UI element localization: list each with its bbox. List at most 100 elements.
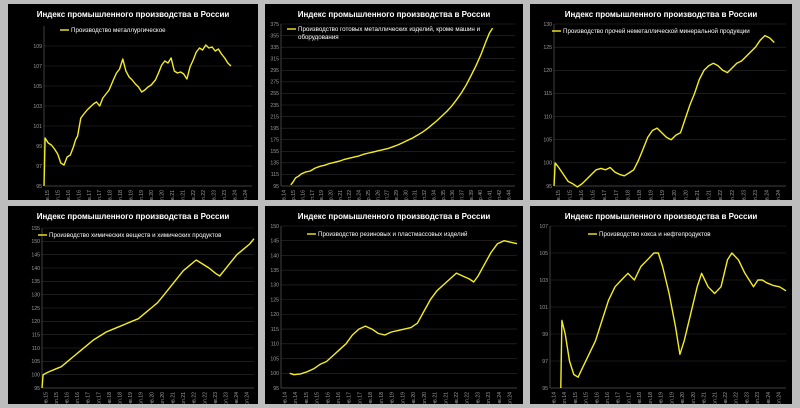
y-tick-label: 115 bbox=[32, 332, 40, 338]
x-tick-label: янв.20 bbox=[149, 392, 155, 404]
x-tick-label: июл.23 bbox=[486, 392, 492, 404]
x-tick-label: янв.14 bbox=[551, 392, 557, 404]
x-tick-label: июл.15 bbox=[584, 392, 590, 404]
legend-label: Производство кокса и нефтепродуктов bbox=[599, 231, 711, 238]
y-tick-label: 100 bbox=[543, 161, 552, 167]
x-tick-label: янв.21 bbox=[433, 392, 439, 404]
x-tick-label: июл.17 bbox=[614, 190, 620, 200]
x-tick-label: янв.15 bbox=[45, 190, 51, 200]
y-tick-label: 125 bbox=[31, 306, 40, 312]
x-tick-label: июл.15 bbox=[56, 190, 62, 200]
x-tick-label: июл.18 bbox=[648, 392, 654, 404]
chart-title: Индекс промышленного производства в Росс… bbox=[298, 212, 491, 221]
y-tick-label: 115 bbox=[271, 172, 279, 178]
x-tick-label: янв.29 bbox=[394, 190, 400, 200]
x-tick-label: апр.40 bbox=[478, 190, 484, 200]
x-tick-label: апр.25 bbox=[366, 190, 372, 200]
y-tick-label: 107 bbox=[539, 224, 548, 230]
y-tick-label: 150 bbox=[31, 239, 40, 245]
x-tick-label: янв.22 bbox=[191, 190, 197, 200]
x-tick-label: янв.16 bbox=[325, 392, 331, 404]
legend-label: Производство металлургическое bbox=[71, 27, 166, 34]
x-tick-label: июл.23 bbox=[222, 190, 228, 200]
y-tick-label: 355 bbox=[270, 33, 279, 39]
x-tick-label: июл.16 bbox=[300, 190, 306, 200]
x-tick-label: июл.18 bbox=[118, 392, 124, 404]
x-tick-label: янв.16 bbox=[65, 392, 71, 404]
x-tick-label: июл.18 bbox=[637, 190, 643, 200]
x-tick-label: янв.21 bbox=[702, 392, 708, 404]
chart-panel-metallurgy: Индекс промышленного производства в Росс… bbox=[8, 4, 258, 200]
x-tick-label: июл.17 bbox=[97, 190, 103, 200]
series-line bbox=[41, 238, 255, 389]
x-tick-label: окт.42 bbox=[497, 190, 503, 200]
x-tick-label: июл.17 bbox=[357, 392, 363, 404]
y-tick-label: 110 bbox=[271, 342, 279, 348]
x-tick-label: янв.22 bbox=[718, 190, 724, 200]
y-tick-label: 235 bbox=[270, 103, 279, 109]
y-tick-label: 275 bbox=[270, 80, 279, 86]
x-tick-label: янв.23 bbox=[212, 190, 218, 200]
y-tick-label: 255 bbox=[270, 91, 279, 97]
x-tick-label: янв.15 bbox=[43, 392, 49, 404]
y-tick-label: 105 bbox=[33, 84, 42, 90]
x-tick-label: янв.23 bbox=[213, 392, 219, 404]
x-tick-label: янв.21 bbox=[170, 190, 176, 200]
x-tick-label: июл.16 bbox=[605, 392, 611, 404]
x-tick-label: июл.16 bbox=[75, 392, 81, 404]
chart-panel-rubber-plastics: Индекс промышленного производства в Росс… bbox=[265, 206, 523, 404]
y-tick-label: 95 bbox=[542, 386, 548, 392]
legend-label: оборудования bbox=[298, 34, 339, 41]
y-tick-label: 110 bbox=[32, 346, 40, 352]
y-tick-label: 120 bbox=[543, 68, 552, 74]
x-tick-label: янв.17 bbox=[602, 190, 608, 200]
x-tick-label: окт.32 bbox=[422, 190, 428, 200]
y-tick-label: 105 bbox=[543, 138, 552, 144]
x-tick-label: апр.15 bbox=[291, 190, 297, 200]
y-tick-label: 145 bbox=[270, 239, 279, 245]
x-tick-label: окт.22 bbox=[347, 190, 353, 200]
x-tick-label: янв.17 bbox=[87, 190, 93, 200]
x-tick-label: июл.15 bbox=[54, 392, 60, 404]
x-tick-label: июл.22 bbox=[734, 392, 740, 404]
y-tick-label: 125 bbox=[543, 45, 552, 51]
x-tick-label: янв.18 bbox=[625, 190, 631, 200]
x-tick-label: июл.22 bbox=[730, 190, 736, 200]
x-tick-label: янв.24 bbox=[766, 392, 772, 404]
x-tick-label: июл.19 bbox=[139, 190, 145, 200]
y-tick-label: 105 bbox=[270, 356, 279, 362]
legend-label: Производство химических веществ и химиче… bbox=[49, 232, 222, 239]
chart-panel-coke-petroleum: Индекс промышленного производства в Росс… bbox=[530, 206, 792, 404]
y-tick-label: 120 bbox=[31, 319, 40, 325]
y-tick-label: 97 bbox=[36, 164, 42, 170]
y-tick-label: 130 bbox=[31, 292, 40, 298]
chart-svg: Индекс промышленного производства в Росс… bbox=[31, 212, 255, 404]
x-tick-label: янв.16 bbox=[579, 190, 585, 200]
x-tick-label: янв.20 bbox=[680, 392, 686, 404]
y-tick-label: 115 bbox=[271, 327, 279, 333]
x-tick-label: янв.24 bbox=[232, 190, 238, 200]
y-tick-label: 95 bbox=[36, 184, 42, 190]
x-tick-label: июл.20 bbox=[160, 392, 166, 404]
x-tick-label: янв.15 bbox=[304, 392, 310, 404]
x-tick-label: янв.19 bbox=[128, 392, 134, 404]
series-line bbox=[289, 240, 518, 376]
y-tick-label: 97 bbox=[542, 359, 548, 365]
x-tick-label: янв.23 bbox=[741, 190, 747, 200]
x-tick-label: янв.17 bbox=[347, 392, 353, 404]
y-tick-label: 125 bbox=[270, 297, 279, 303]
chart-svg: Индекс промышленного производства в Росс… bbox=[539, 212, 787, 404]
legend-label: Производство прочей неметаллической мине… bbox=[563, 28, 750, 35]
chart-title: Индекс промышленного производства в Росс… bbox=[37, 212, 230, 221]
x-tick-label: июл.21 bbox=[443, 392, 449, 404]
x-tick-label: янв.22 bbox=[192, 392, 198, 404]
x-tick-label: янв.19 bbox=[128, 190, 134, 200]
chart-title: Индекс промышленного производства в Росс… bbox=[37, 10, 230, 19]
x-tick-label: янв.19 bbox=[390, 392, 396, 404]
legend-label: Производство готовых металлических издел… bbox=[298, 26, 481, 33]
x-tick-label: июл.20 bbox=[422, 392, 428, 404]
y-tick-label: 95 bbox=[273, 184, 279, 190]
y-tick-label: 140 bbox=[270, 253, 279, 259]
x-tick-label: янв.17 bbox=[616, 392, 622, 404]
x-tick-label: янв.20 bbox=[149, 190, 155, 200]
